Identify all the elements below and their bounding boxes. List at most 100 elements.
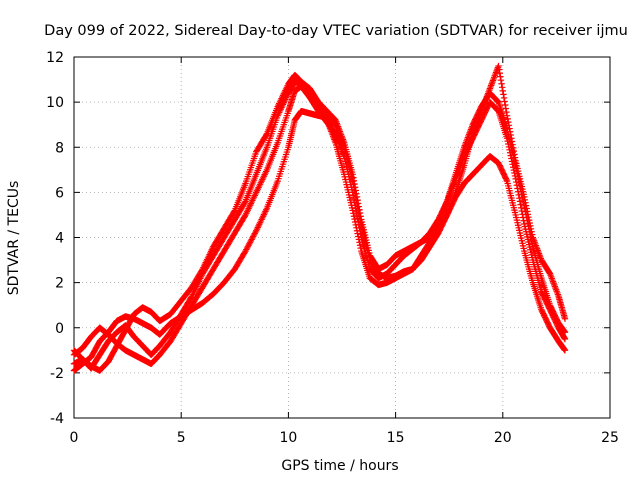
data-point-interp — [502, 105, 510, 112]
data-point-interp — [498, 80, 505, 87]
data-point-interp — [246, 240, 253, 247]
y-tick-label: -4 — [50, 411, 64, 427]
data-point-interp — [353, 193, 361, 201]
data-point — [521, 193, 528, 201]
data-point-interp — [353, 227, 361, 234]
data-point-interp — [249, 233, 257, 240]
data-point-interp — [353, 224, 360, 232]
data-point-interp — [355, 200, 362, 207]
data-point-interp — [524, 211, 532, 218]
data-point-interp — [241, 249, 248, 256]
x-tick-label: 20 — [494, 430, 512, 446]
data-point — [561, 329, 569, 336]
data-point-interp — [351, 215, 358, 223]
data-point-interp — [252, 228, 259, 236]
data-point-interp — [497, 73, 504, 80]
y-tick-label: -2 — [50, 366, 64, 382]
data-point-interp — [245, 242, 252, 249]
data-point-interp — [350, 213, 358, 220]
data-point-interp — [246, 239, 254, 246]
data-point-interp — [521, 196, 529, 203]
x-tick-label: 15 — [387, 430, 405, 446]
data-point-interp — [525, 216, 533, 224]
data-point-interp — [350, 174, 357, 181]
data-point-interp — [503, 176, 510, 184]
x-tick-label: 10 — [279, 430, 297, 446]
data-point-interp — [507, 131, 514, 139]
data-point-interp — [503, 108, 510, 116]
y-tick-label: 4 — [55, 231, 64, 247]
data-point-interp — [529, 231, 536, 238]
data-point-interp — [511, 151, 518, 158]
data-point-interp — [355, 233, 362, 240]
data-point-interp — [351, 180, 358, 188]
data-point — [349, 171, 356, 178]
data-point-interp — [506, 128, 514, 135]
data-point-interp — [495, 66, 503, 73]
data-point-interp — [510, 144, 517, 152]
x-axis-label: GPS time / hours — [281, 458, 398, 474]
data-point-interp — [526, 219, 533, 227]
data-point-interp — [525, 213, 532, 221]
data-point-interp — [249, 234, 256, 242]
data-point-interp — [516, 198, 524, 205]
data-point-interp — [522, 202, 530, 209]
data-point-interp — [251, 230, 258, 237]
data-point-interp — [524, 208, 531, 215]
y-axis-label: SDTVAR / TECUs — [6, 181, 22, 296]
data-point-interp — [356, 242, 364, 249]
data-point-interp — [516, 194, 523, 202]
data-point-interp — [248, 236, 255, 243]
y-tick-label: 12 — [46, 50, 64, 66]
data-point-interp — [262, 131, 270, 139]
data-point-interp — [496, 69, 503, 77]
data-point — [503, 112, 511, 119]
data-point-interp — [509, 141, 516, 148]
data-point — [349, 207, 356, 214]
data-point-interp — [498, 84, 506, 91]
data-point-interp — [504, 115, 511, 123]
data-point-interp — [351, 184, 359, 191]
data-point-interp — [502, 101, 509, 109]
data-point-interp — [501, 98, 508, 105]
data-point-interp — [527, 225, 535, 232]
y-tick-label: 6 — [55, 185, 64, 201]
x-tick-label: 5 — [177, 430, 186, 446]
axis-ticks: 0 5 10 15 20 25 -4 -2 0 2 4 6 8 10 12 — [46, 50, 619, 446]
data-point-interp — [230, 208, 238, 215]
data-point-interp — [355, 236, 363, 243]
data-point-interp — [357, 244, 364, 252]
data-point-interp — [500, 94, 508, 102]
data-point — [561, 315, 569, 322]
data-point-interp — [500, 91, 507, 98]
data-point-interp — [241, 213, 248, 220]
data-point-interp — [497, 77, 505, 84]
data-point-interp — [198, 267, 206, 274]
data-point-interp — [515, 191, 522, 199]
data-point-interp — [356, 209, 364, 217]
data-point-interp — [508, 138, 516, 145]
data-point-interp — [510, 147, 518, 155]
data-point-interp — [511, 154, 519, 161]
data-point-interp — [522, 199, 529, 206]
data-point-interp — [241, 199, 248, 206]
data-point-interp — [499, 87, 506, 95]
data-point-interp — [351, 218, 359, 226]
data-point-interp — [350, 210, 357, 217]
data-point-interp — [506, 125, 513, 132]
y-tick-label: 0 — [55, 321, 64, 337]
data-point-interp — [528, 228, 535, 235]
data-point-interp — [523, 205, 530, 212]
x-tick-label: 0 — [70, 430, 79, 446]
y-tick-label: 8 — [55, 140, 64, 156]
data-point-interp — [352, 221, 359, 229]
data-point-interp — [508, 135, 515, 142]
data-point-interp — [243, 246, 250, 253]
data-point-interp — [352, 187, 359, 194]
data-point-interp — [527, 222, 534, 230]
data-point — [561, 347, 569, 354]
data-point-interp — [247, 237, 255, 245]
data-point — [242, 247, 249, 255]
data-point-interp — [354, 196, 361, 204]
